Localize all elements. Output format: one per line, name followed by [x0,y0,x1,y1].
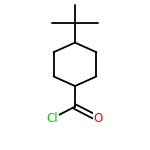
Text: O: O [93,112,102,125]
Text: Cl: Cl [46,112,58,125]
